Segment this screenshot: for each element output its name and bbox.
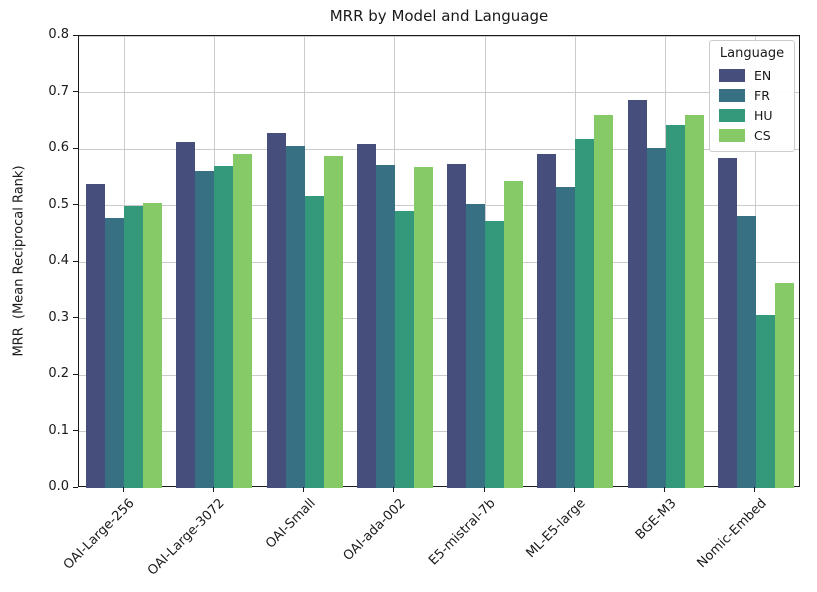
bar-cs-oai-ada-002 bbox=[413, 167, 433, 488]
y-tick-mark bbox=[73, 260, 78, 262]
bar-cs-bge-m3 bbox=[684, 115, 704, 488]
bar-cs-e5-mistral-7b bbox=[504, 181, 524, 488]
bar-cs-oai-large-3072 bbox=[233, 153, 253, 488]
bar-hu-oai-small bbox=[304, 195, 324, 488]
y-tick-label: 0.1 bbox=[48, 422, 69, 438]
y-tick-label: 0.7 bbox=[48, 83, 69, 99]
legend-swatch-hu bbox=[719, 108, 745, 122]
y-tick-mark bbox=[73, 204, 78, 205]
bar-hu-oai-large-3072 bbox=[214, 165, 234, 488]
y-tick-mark bbox=[73, 317, 78, 318]
x-tick-label: ML-E5-large bbox=[523, 496, 589, 562]
bar-en-oai-large-3072 bbox=[176, 141, 196, 488]
y-tick-mark bbox=[73, 373, 78, 375]
y-gridline bbox=[79, 374, 799, 376]
x-tick-mark bbox=[483, 487, 485, 492]
x-tick-label: OAI-Large-3072 bbox=[145, 496, 228, 579]
y-tick-label: 0.5 bbox=[48, 196, 69, 212]
bar-cs-oai-large-256 bbox=[143, 202, 163, 488]
bar-hu-e5-mistral-7b bbox=[485, 220, 505, 488]
y-gridline bbox=[79, 318, 799, 319]
legend-item-fr: FR bbox=[717, 85, 787, 105]
bar-en-bge-m3 bbox=[627, 99, 647, 488]
x-tick-mark bbox=[573, 487, 575, 492]
legend-item-hu: HU bbox=[717, 105, 787, 125]
bar-hu-ml-e5-large bbox=[575, 139, 595, 488]
y-gridline bbox=[79, 92, 799, 93]
y-tick-mark bbox=[73, 147, 78, 149]
y-tick-label: 0.0 bbox=[48, 479, 69, 494]
y-tick-mark bbox=[73, 34, 78, 36]
y-gridline bbox=[79, 35, 799, 37]
bar-fr-oai-small bbox=[285, 145, 305, 488]
y-tick-mark bbox=[73, 486, 78, 488]
x-tick-mark bbox=[303, 487, 305, 492]
plot-area bbox=[78, 35, 800, 488]
bar-fr-ml-e5-large bbox=[556, 187, 576, 488]
x-tick-mark bbox=[122, 487, 124, 492]
chart-title: MRR by Model and Language bbox=[329, 7, 549, 25]
bar-fr-oai-large-3072 bbox=[195, 171, 215, 488]
bar-cs-nomic-embed bbox=[774, 282, 794, 488]
x-tick-mark bbox=[664, 487, 666, 492]
y-tick-mark bbox=[73, 430, 78, 431]
legend-swatch-fr bbox=[719, 88, 745, 102]
legend-item-en: EN bbox=[717, 65, 787, 85]
y-tick-label: 0.4 bbox=[48, 253, 69, 268]
legend-items: EN FR HU CS bbox=[717, 65, 787, 145]
bar-fr-nomic-embed bbox=[736, 216, 756, 488]
legend-label: EN bbox=[754, 67, 772, 83]
y-gridline bbox=[79, 205, 799, 206]
x-tick-label: BGE-M3 bbox=[632, 496, 680, 543]
x-tick-label: E5-mistral-7b bbox=[426, 496, 499, 569]
bar-cs-oai-small bbox=[323, 155, 343, 488]
bar-fr-oai-large-256 bbox=[105, 218, 125, 488]
y-gridline bbox=[79, 148, 799, 150]
bar-hu-nomic-embed bbox=[755, 314, 775, 488]
x-gridline bbox=[755, 36, 757, 486]
bar-hu-oai-large-256 bbox=[124, 205, 144, 488]
y-tick-label: 0.3 bbox=[48, 309, 69, 325]
legend-item-cs: CS bbox=[717, 125, 787, 145]
x-tick-mark bbox=[393, 487, 395, 492]
x-tick-mark bbox=[754, 487, 756, 492]
y-tick-label: 0.2 bbox=[48, 366, 69, 381]
y-tick-label: 0.8 bbox=[48, 27, 69, 42]
bar-fr-bge-m3 bbox=[646, 147, 666, 488]
legend-label: HU bbox=[754, 107, 773, 123]
legend-swatch-cs bbox=[719, 128, 745, 142]
y-gridline bbox=[79, 261, 799, 263]
y-gridline bbox=[79, 431, 799, 432]
bar-hu-bge-m3 bbox=[665, 124, 685, 488]
bar-fr-e5-mistral-7b bbox=[466, 204, 486, 488]
bar-en-e5-mistral-7b bbox=[447, 164, 467, 488]
bar-hu-oai-ada-002 bbox=[394, 210, 414, 488]
bar-fr-oai-ada-002 bbox=[375, 164, 395, 488]
bar-cs-ml-e5-large bbox=[594, 115, 614, 488]
x-tick-label: OAI-Small bbox=[262, 496, 319, 552]
bar-en-oai-ada-002 bbox=[356, 144, 376, 488]
legend-label: CS bbox=[754, 127, 771, 143]
y-tick-mark bbox=[73, 91, 78, 92]
bar-en-nomic-embed bbox=[717, 158, 737, 488]
x-tick-label: OAI-Large-256 bbox=[60, 496, 138, 573]
legend: Language EN FR HU CS bbox=[709, 40, 795, 152]
x-tick-mark bbox=[212, 487, 214, 492]
legend-label: FR bbox=[754, 87, 770, 103]
bar-en-oai-large-256 bbox=[86, 184, 106, 488]
legend-title: Language bbox=[719, 46, 785, 61]
legend-swatch-en bbox=[719, 68, 745, 82]
bar-en-ml-e5-large bbox=[537, 154, 557, 488]
bar-en-oai-small bbox=[266, 132, 286, 488]
x-tick-label: OAI-ada-002 bbox=[340, 496, 409, 564]
y-tick-label: 0.6 bbox=[48, 140, 69, 155]
x-tick-label: Nomic-Embed bbox=[694, 496, 770, 572]
